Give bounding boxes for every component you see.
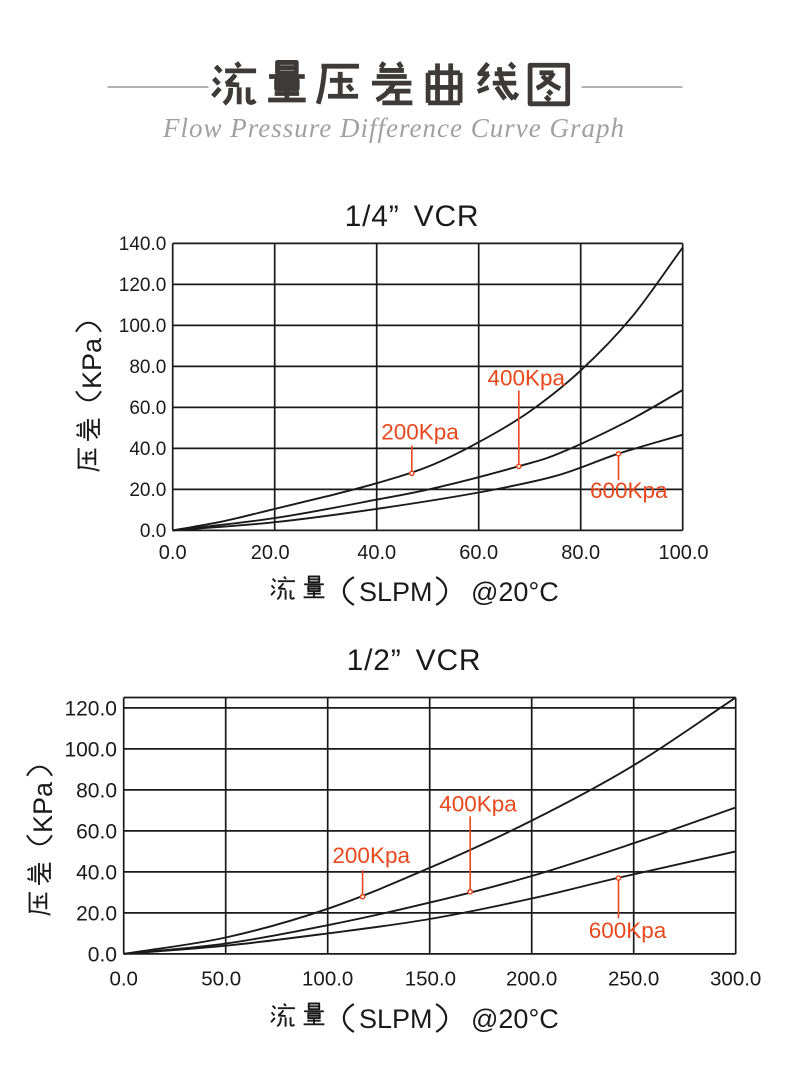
svg-text:300.0: 300.0 [710,967,761,990]
svg-text:100.0: 100.0 [302,967,353,990]
svg-text:20.0: 20.0 [251,542,290,564]
svg-text:200Kpa: 200Kpa [381,420,459,445]
svg-text:200.0: 200.0 [506,967,557,990]
svg-text:140.0: 140.0 [119,234,167,255]
svg-text:400Kpa: 400Kpa [439,792,517,817]
svg-text:120.0: 120.0 [64,698,117,721]
svg-text:60.0: 60.0 [76,821,117,844]
svg-text:KPa: KPa [77,337,107,389]
svg-text:Flow Pressure Difference Curve: Flow Pressure Difference Curve Graph [162,113,625,143]
svg-text:80.0: 80.0 [561,542,600,564]
svg-text:0.0: 0.0 [88,944,117,967]
svg-text:80.0: 80.0 [76,780,117,803]
svg-text:100.0: 100.0 [658,542,708,564]
svg-text:400Kpa: 400Kpa [488,366,566,391]
svg-text:200Kpa: 200Kpa [332,843,410,868]
svg-text:0.0: 0.0 [109,967,138,990]
svg-text:SLPM: SLPM [359,577,433,607]
svg-text:40.0: 40.0 [129,439,166,460]
svg-text:@20°C: @20°C [471,577,559,607]
svg-text:0.0: 0.0 [140,521,166,542]
svg-text:250.0: 250.0 [608,967,659,990]
svg-text:600Kpa: 600Kpa [590,478,668,503]
svg-text:80.0: 80.0 [129,357,166,378]
svg-text:@20°C: @20°C [471,1004,559,1034]
svg-text:120.0: 120.0 [119,275,167,296]
svg-text:100.0: 100.0 [119,316,167,337]
svg-text:20.0: 20.0 [129,480,166,501]
svg-text:100.0: 100.0 [64,739,117,762]
svg-text:40.0: 40.0 [357,542,396,564]
svg-text:KPa: KPa [28,781,58,833]
svg-text:60.0: 60.0 [459,542,498,564]
svg-text:60.0: 60.0 [129,398,166,419]
svg-text:600Kpa: 600Kpa [589,918,667,943]
svg-text:0.0: 0.0 [159,542,187,564]
svg-text:50.0: 50.0 [201,967,241,990]
svg-text:150.0: 150.0 [405,967,456,990]
svg-text:40.0: 40.0 [76,862,117,885]
svg-text:20.0: 20.0 [76,903,117,926]
svg-text:SLPM: SLPM [359,1004,433,1034]
